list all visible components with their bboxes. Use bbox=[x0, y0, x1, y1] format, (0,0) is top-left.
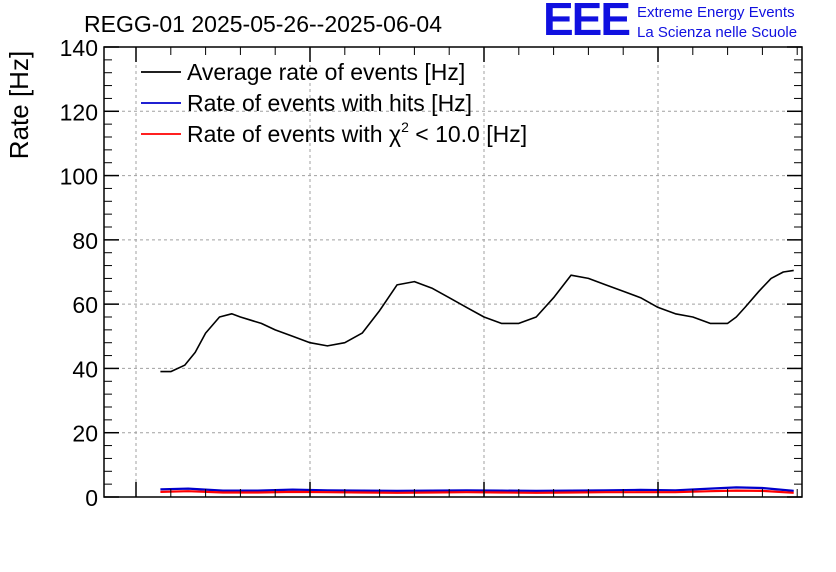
y-tick-label: 60 bbox=[72, 292, 98, 318]
legend-label-0: Average rate of events [Hz] bbox=[187, 59, 465, 85]
y-tick-label: 20 bbox=[72, 421, 98, 447]
legend-label-part: Rate of events with bbox=[187, 121, 389, 147]
y-tick-label: 100 bbox=[60, 164, 98, 190]
legend-label-part: < 10.0 [Hz] bbox=[409, 121, 527, 147]
y-tick-label: 140 bbox=[60, 35, 98, 61]
plot-frame bbox=[103, 46, 803, 498]
eee-logo: EEE bbox=[543, 0, 631, 45]
brand-name: Extreme Energy Events bbox=[637, 4, 795, 21]
axes: 0 20 40 60 80 100 120 140 bbox=[60, 35, 802, 511]
grid-lines bbox=[104, 47, 802, 497]
legend-label-part: χ bbox=[389, 121, 401, 147]
eee-brand: EEE Extreme Energy Events La Scienza nel… bbox=[543, 0, 833, 45]
y-tick-label: 40 bbox=[72, 356, 98, 382]
y-tick-label: 0 bbox=[85, 485, 98, 511]
legend-label-part: 2 bbox=[401, 119, 409, 135]
series-line-0 bbox=[160, 269, 794, 373]
y-tick-label: 120 bbox=[60, 99, 98, 125]
chart-title: REGG-01 2025-05-26--2025-06-04 bbox=[84, 11, 442, 37]
brand-tagline: La Scienza nelle Scuole bbox=[637, 24, 798, 41]
y-tick-label: 80 bbox=[72, 228, 98, 254]
series-line-1 bbox=[160, 486, 794, 492]
legend-label-2: Rate of events with χ2 < 10.0 [Hz] bbox=[187, 119, 527, 147]
legend-label-1: Rate of events with hits [Hz] bbox=[187, 90, 472, 116]
legend: Average rate of events [Hz] Rate of event… bbox=[141, 59, 527, 147]
y-axis-label: Rate [Hz] bbox=[4, 51, 34, 159]
